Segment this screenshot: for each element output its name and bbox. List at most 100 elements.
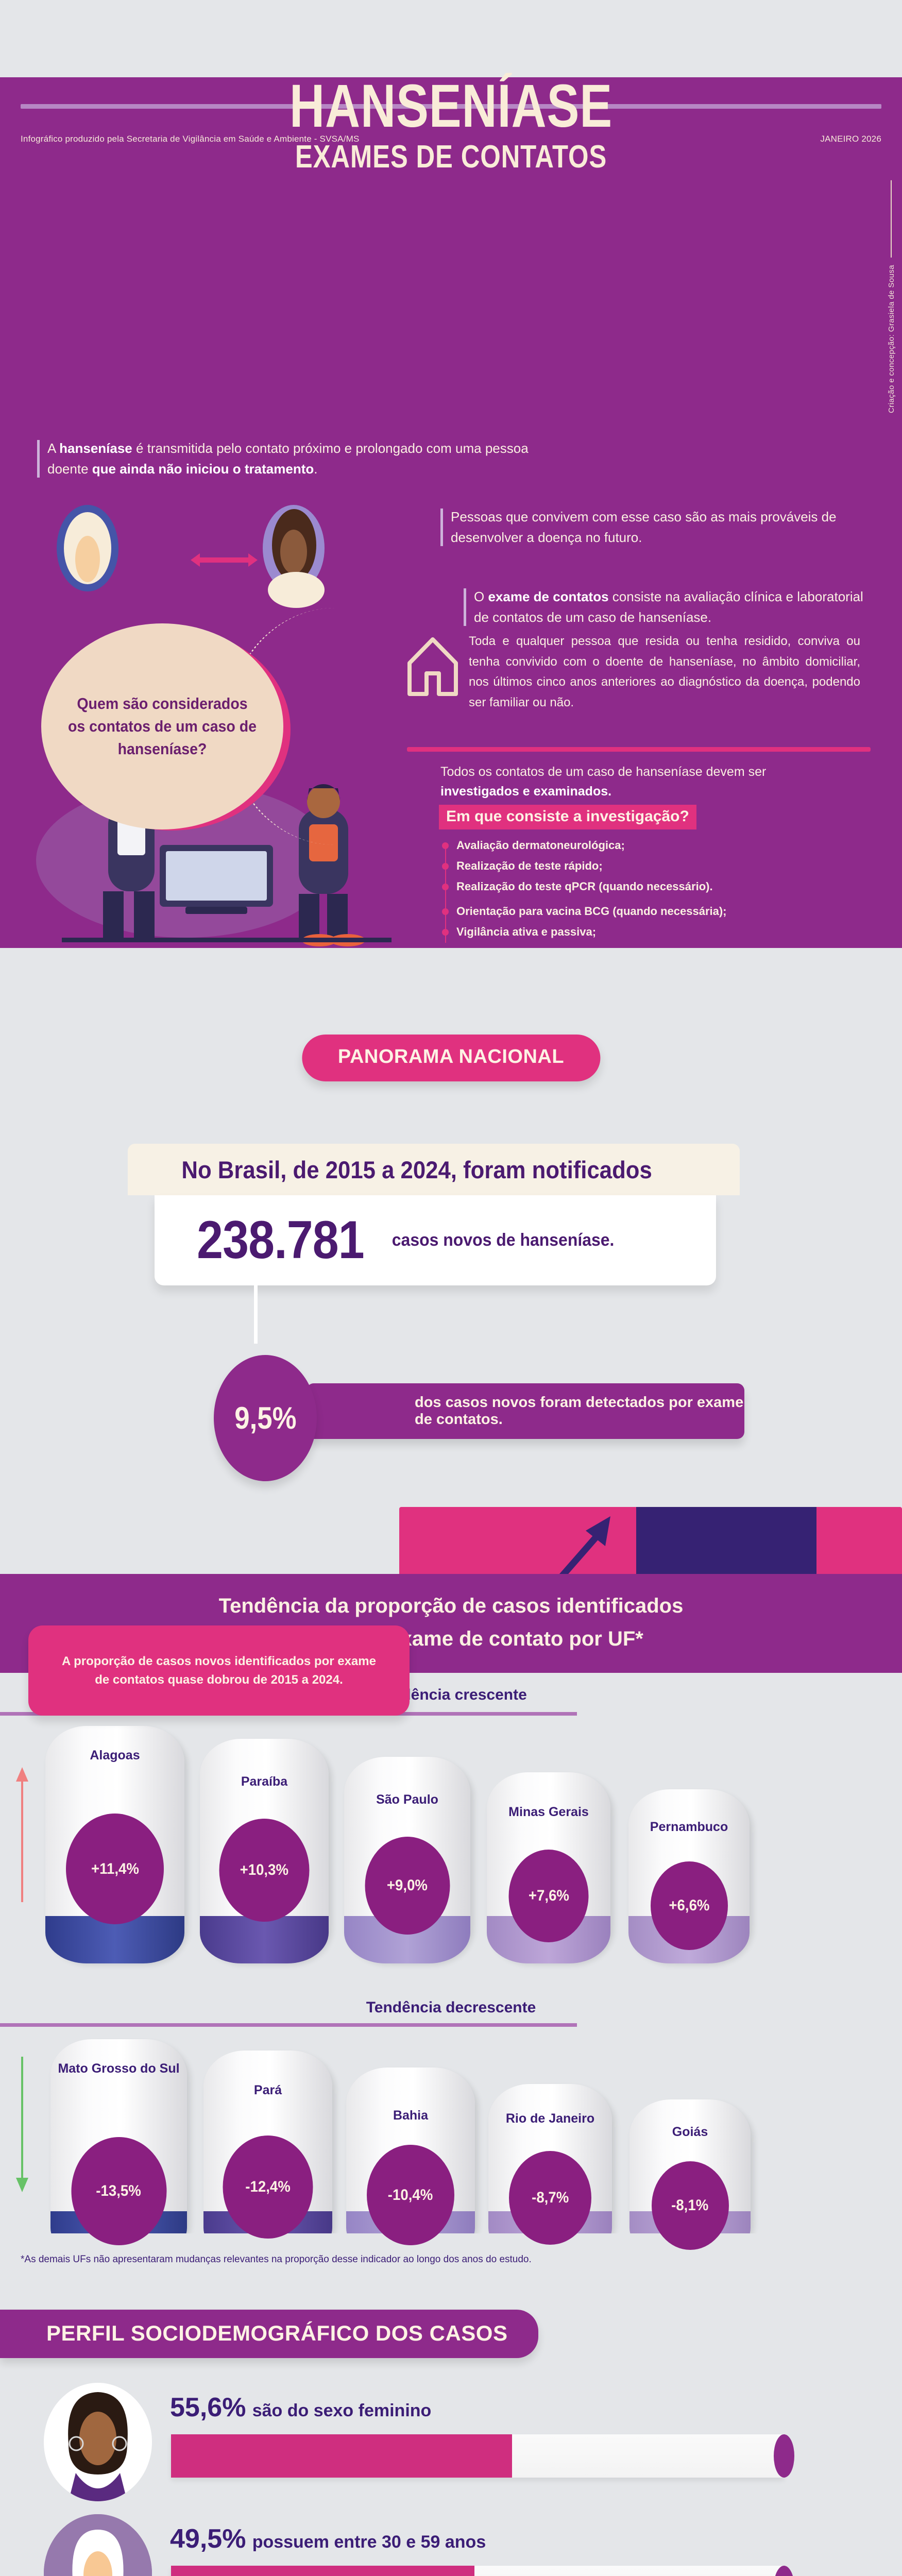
uf-cylinder-bahia: Bahia -10,4% [346,2067,475,2259]
producer-credit: Infográfico produzido pela Secretaria de… [21,134,360,144]
woman-avatar-icon [44,2383,152,2501]
uf-value: +7,6% [528,1887,569,1904]
pink-divider [407,747,871,752]
panorama-section: PANORAMA NACIONAL No Brasil, de 2015 a 2… [0,948,902,1775]
older-woman-avatar-icon [44,2514,152,2576]
uf-value: -13,5% [96,2182,142,2199]
sociodemographic-section: *As demais UFs não apresentaram mudanças… [0,2233,902,2576]
intro-statement-contacts-risk: Pessoas que convivem com esse caso são a… [440,506,853,548]
side-credit-text: Criação e concepção: Grasiela de Sousa [887,265,896,413]
demo-progress-cap [774,2434,794,2478]
uf-cylinder-mato-grosso-do-sul: Mato Grosso do Sul -13,5% [50,2039,187,2259]
top-divider [21,104,881,109]
uf-value-bubble: +9,0% [365,1837,450,1935]
uf-label: Alagoas [90,1748,140,1762]
cylinder-foot [200,1916,329,1963]
panorama-lead-text: No Brasil, de 2015 a 2024, foram notific… [181,1156,652,1183]
sociodemographic-title-pill: PERFIL SOCIODEMOGRÁFICO DOS CASOS [0,2310,539,2358]
q5-bold: investigados e examinados. [440,784,612,799]
issue-date: JANEIRO 2026 [820,134,881,144]
uf-label: Paraíba [241,1774,288,1789]
list-item: Avaliação dermatoneurológica; [442,839,854,852]
uf-label: Bahia [393,2108,429,2123]
uf-value: +6,6% [668,1897,710,1914]
uf-value-bubble: -8,1% [651,2161,729,2250]
page-subtitle: EXAMES DE CONTATOS [295,139,607,175]
uf-value-bubble: +6,6% [650,1861,728,1950]
q1-end: . [314,461,318,477]
uf-label: Pará [253,2083,282,2097]
card-connector [254,1282,258,1344]
contact-exam-stat-pct: 9,5% [234,1401,297,1435]
panorama-title-pill: PANORAMA NACIONAL [301,1035,601,1081]
page-title: HANSENÍASE [290,72,612,140]
uf-value: +11,4% [91,1860,139,1877]
uf-value-bubble: -12,4% [223,2136,313,2239]
transmission-arrow-icon [191,553,258,567]
uf-label: São Paulo [376,1792,438,1807]
total-cases-number: 238.781 [197,1210,365,1270]
list-item: Vigilância ativa e passiva; [442,925,854,939]
demo-progress-fill [171,2434,512,2478]
contact-exam-stat-bubble: 9,5% [214,1355,317,1481]
uf-value: -12,4% [245,2178,291,2195]
question-bubble: Quem são considerados os contatos de um … [41,623,283,829]
q3-pre: O [474,589,488,604]
panorama-title-text: PANORAMA NACIONAL [337,1046,565,1067]
person-right-face [280,530,307,574]
uf-cylinder-pernambuco: Pernambuco +6,6% [628,1789,750,1963]
bullet-connector-line [445,844,446,943]
list-item: Orientação para vacina BCG (quando neces… [442,905,854,918]
uf-cylinder-sao-paulo: São Paulo +9,0% [344,1757,470,1963]
avatar [44,2383,152,2501]
chart-callout: A proporção de casos novos identificados… [28,1625,410,1716]
uf-cylinder-goias: Goiás -8,1% [629,2099,751,2259]
down-arrow-axis-icon [16,2057,28,2192]
panorama-number-card: 238.781 casos novos de hanseníase. [155,1195,716,1285]
q1-mid: é transmitida pelo contato próximo e pro… [47,440,529,477]
list-item: Realização do teste qPCR (quando necessá… [442,880,854,893]
uf-value-bubble: +11,4% [66,1814,164,1924]
contact-exam-stat-bar: dos casos novos foram detectados por exa… [307,1383,744,1439]
uf-label: Minas Gerais [508,1805,589,1819]
q3-bold: exame de contatos [488,589,609,604]
q3-end: consiste na avaliação clínica e laborato… [474,589,863,625]
uf-label: Mato Grosso do Sul [58,2061,180,2076]
couple-illustration [41,500,381,608]
demo-pct: 55,6% [170,2393,246,2422]
uf-label: Goiás [672,2125,708,2139]
sociodemographic-title-text: PERFIL SOCIODEMOGRÁFICO DOS CASOS [46,2321,508,2345]
demo-progress-cap [774,2566,794,2576]
avatar [44,2514,152,2576]
demo-text: 49,5% possuem entre 30 e 59 anos [170,2523,486,2554]
uf-value-bubble: -8,7% [509,2151,591,2245]
uf-value: -8,7% [531,2189,569,2206]
demo-progress-track [171,2566,794,2576]
demo-row-age-30-59: 49,5% possuem entre 30 e 59 anos [0,2514,902,2576]
intro-statement-transmission: A hanseníase é transmitida pelo contato … [37,438,542,480]
demo-row-female: 55,6% são do sexo feminino [0,2383,902,2501]
investigation-chip: Em que consiste a investigação? [439,805,696,829]
person-left-body [75,536,100,582]
total-cases-label: casos novos de hanseníase. [392,1230,615,1250]
uf-band-line1: Tendência da proporção de casos identifi… [218,1595,684,1617]
uf-cylinder-minas-gerais: Minas Gerais +7,6% [487,1772,610,1963]
uf-trends-section: Tendência da proporção de casos identifi… [0,1574,902,2259]
decreasing-underline [0,2023,577,2027]
demo-label: são do sexo feminino [252,2401,432,2420]
uf-label: Pernambuco [650,1820,728,1834]
q1-pre: A [47,440,60,456]
uf-footnote: *As demais UFs não apresentaram mudanças… [21,2254,532,2265]
uf-value: +9,0% [386,1877,428,1894]
uf-value-bubble: +7,6% [508,1850,589,1942]
chart-callout-text: A proporção de casos novos identificados… [62,1654,376,1687]
investigation-chip-text: Em que consiste a investigação? [446,808,689,825]
uf-value-bubble: +10,3% [219,1819,310,1922]
uf-value: -8,1% [671,2197,709,2214]
uf-cylinder-paraiba: Paraíba +10,3% [200,1739,329,1963]
investigation-lead-text: Todos os contatos de um caso de hansenía… [440,762,842,801]
demo-pct: 49,5% [170,2524,246,2554]
q5-pre: Todos os contatos de um caso de hansenía… [440,765,767,779]
uf-value-bubble: -13,5% [71,2137,166,2245]
question-bubble-text: Quem são considerados os contatos de um … [67,694,257,758]
